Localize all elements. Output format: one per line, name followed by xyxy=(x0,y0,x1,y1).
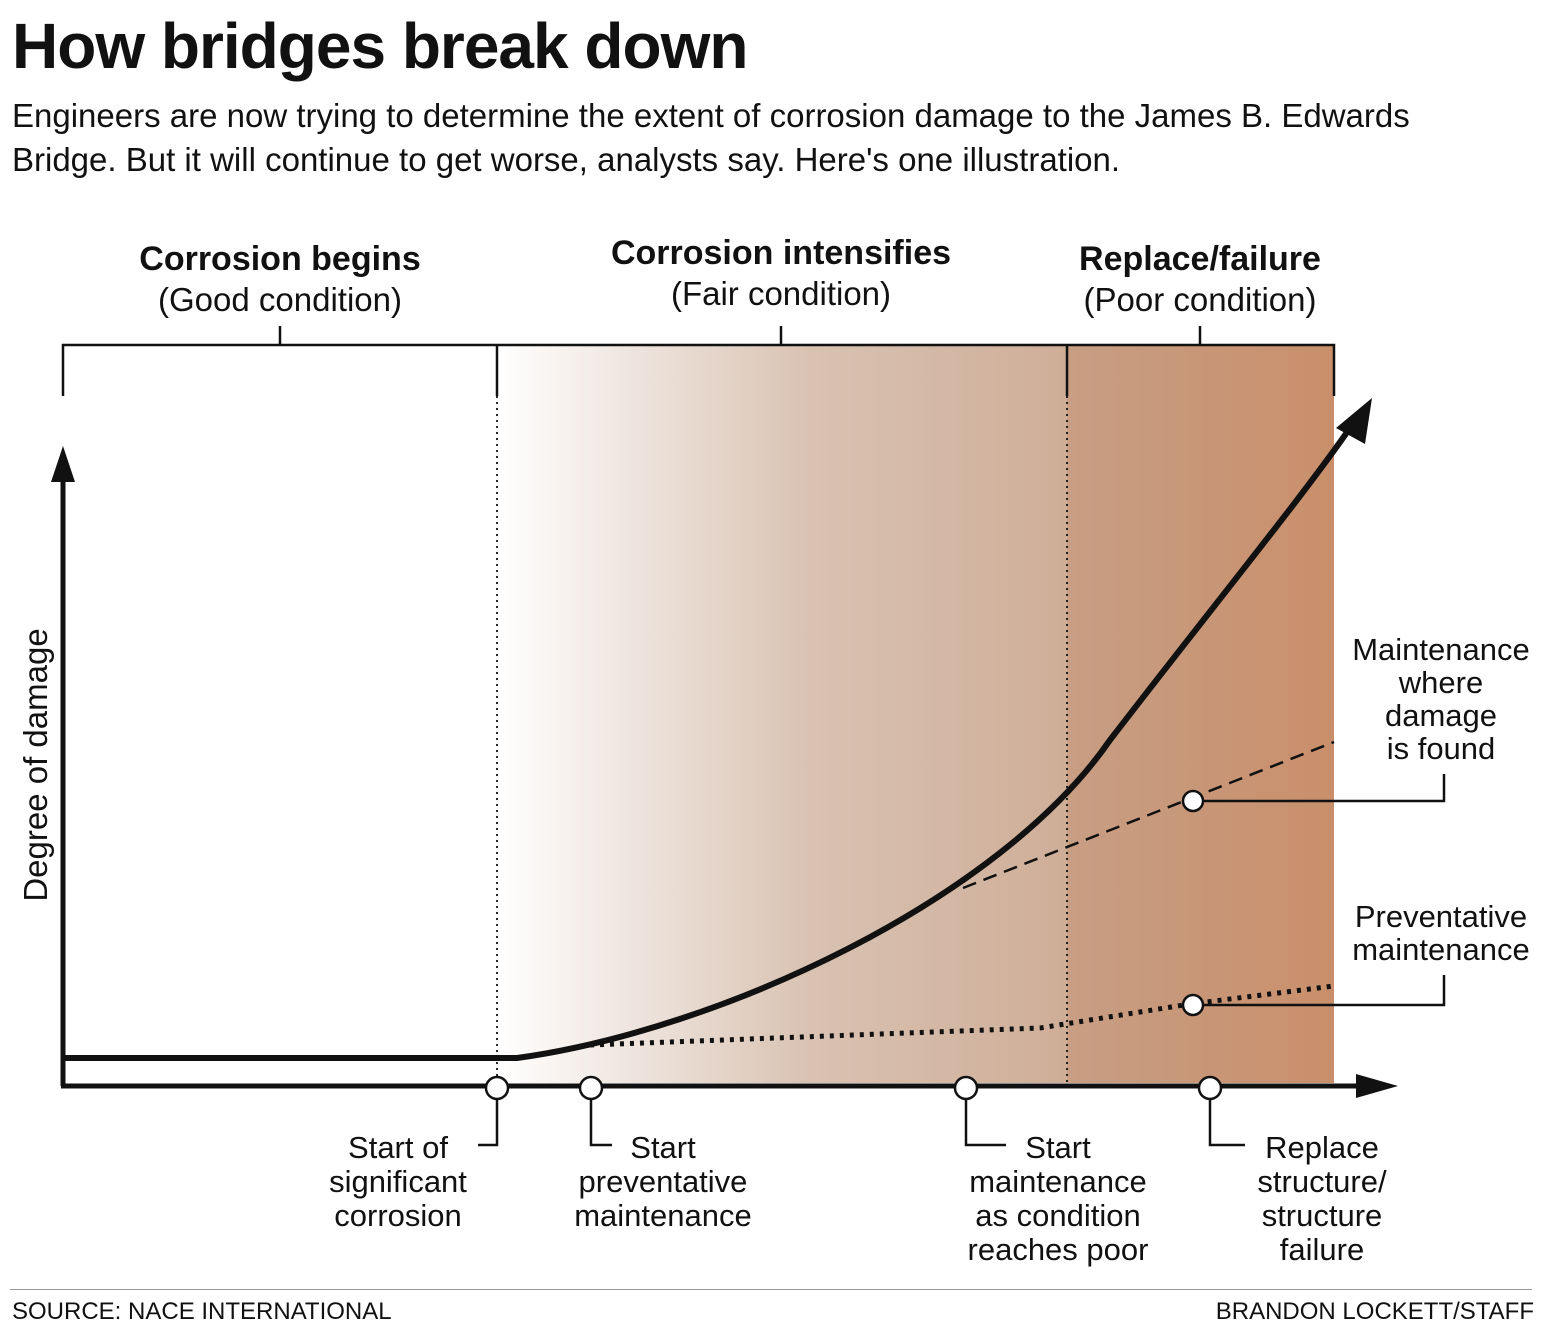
milestone-3-line-1: Start xyxy=(1025,1130,1091,1165)
milestone-replace-structure: Replace structure/ structure failure xyxy=(1197,1075,1387,1267)
chart-title: How bridges break down xyxy=(12,10,748,82)
reactive-label-line-1: Maintenance xyxy=(1352,632,1530,667)
reactive-maintenance-curve xyxy=(962,740,1335,890)
no-maintenance-arrowhead xyxy=(1336,398,1372,444)
preventative-label-line-2: maintenance xyxy=(1352,932,1530,967)
y-axis-arrowhead xyxy=(51,446,75,482)
milestone-4-line-2: structure/ xyxy=(1257,1164,1387,1199)
footer-divider xyxy=(10,1289,1532,1290)
fair-condition-zone xyxy=(497,345,1067,1083)
preventative-label-line-1: Preventative xyxy=(1355,899,1527,934)
phase-condition-fair: (Fair condition) xyxy=(671,275,891,312)
milestone-start-preventative: Start preventative maintenance xyxy=(574,1075,752,1233)
phase-heading-poor: Replace/failure xyxy=(1079,240,1321,278)
reactive-label-line-4: is found xyxy=(1387,731,1496,766)
reactive-callout: Maintenance where damage is found xyxy=(1181,632,1530,813)
phase-heading-good: Corrosion begins xyxy=(139,240,420,278)
poor-condition-zone xyxy=(1067,345,1334,1083)
milestone-4-line-4: failure xyxy=(1280,1232,1364,1267)
no-maintenance-curve xyxy=(63,426,1353,1061)
milestone-2-line-2: preventative xyxy=(579,1164,748,1199)
milestone-1-line-2: significant xyxy=(329,1164,467,1199)
milestone-3-line-2: maintenance xyxy=(969,1164,1147,1199)
milestone-1-line-3: corrosion xyxy=(334,1198,462,1233)
milestone-2-line-3: maintenance xyxy=(574,1198,752,1233)
milestone-significant-corrosion: Start of significant corrosion xyxy=(329,1075,510,1233)
milestone-1-line-1: Start of xyxy=(348,1130,448,1165)
phase-bracket xyxy=(61,326,1336,396)
milestone-4-line-1: Replace xyxy=(1265,1130,1379,1165)
milestone-3-line-4: reaches poor xyxy=(968,1232,1149,1267)
source-note: SOURCE: NACE INTERNATIONAL xyxy=(12,1298,392,1325)
phase-heading-fair: Corrosion intensifies xyxy=(611,234,951,272)
phase-condition-poor: (Poor condition) xyxy=(1084,281,1317,318)
y-axis-label: Degree of damage xyxy=(17,628,54,901)
phase-condition-good: (Good condition) xyxy=(158,281,402,318)
milestone-2-line-1: Start xyxy=(630,1130,696,1165)
preventative-callout: Preventative maintenance xyxy=(1181,899,1530,1017)
chart-subtitle: Engineers are now trying to determine th… xyxy=(12,97,1410,178)
credit-note: BRANDON LOCKETT/STAFF xyxy=(1215,1298,1534,1325)
milestone-3-line-3: as condition xyxy=(975,1198,1140,1233)
reactive-label-line-2: where xyxy=(1398,665,1483,700)
milestone-4-line-3: structure xyxy=(1262,1198,1383,1233)
reactive-label-line-3: damage xyxy=(1385,698,1497,733)
x-axis-arrowhead xyxy=(1356,1074,1398,1098)
milestone-maintenance-poor: Start maintenance as condition reaches p… xyxy=(953,1075,1149,1267)
